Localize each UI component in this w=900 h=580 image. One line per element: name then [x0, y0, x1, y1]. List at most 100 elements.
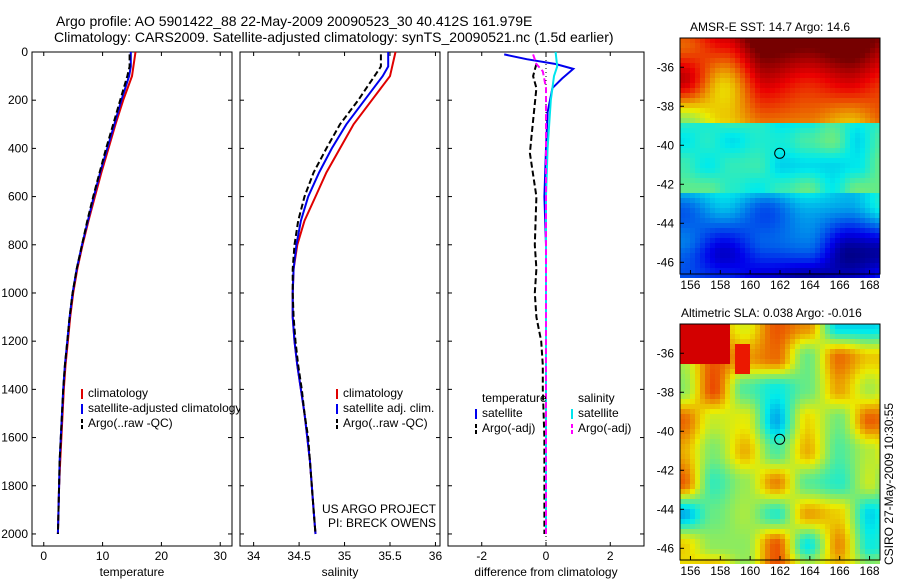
sla_map-cell — [820, 409, 825, 414]
sst_map-cell — [800, 163, 805, 168]
sst_map-cell — [865, 198, 870, 203]
sla_map-cell — [700, 424, 705, 429]
sst_map-cell — [695, 268, 700, 273]
sst_map-cell — [805, 248, 810, 253]
sst_map-cell — [735, 63, 740, 68]
sst_map-cell — [845, 163, 850, 168]
sst_map-cell — [715, 63, 720, 68]
sst_map-cell — [745, 48, 750, 53]
sst_map-cell — [730, 208, 735, 213]
sst_map-cell — [780, 128, 785, 133]
sla_map-argo-marker — [774, 433, 786, 445]
sst_map-cell — [750, 68, 755, 73]
sla_map-cell — [835, 384, 840, 389]
sla_map-cell — [855, 514, 860, 519]
sla_map-cell — [815, 419, 820, 424]
sst_map-cell — [695, 203, 700, 208]
sla_map-cell — [680, 539, 685, 544]
sla_map-cell — [805, 509, 810, 514]
sst_map-cell — [760, 98, 765, 103]
sla_map-cell — [710, 334, 715, 339]
sst_map-cell — [680, 98, 685, 103]
sla_map-cell — [755, 414, 760, 419]
sla_map-xtick-label: 158 — [710, 564, 730, 578]
sst_map-cell — [825, 63, 830, 68]
sla_map-cell — [735, 524, 740, 529]
sla_map-cell — [745, 524, 750, 529]
sla_map-cell — [720, 469, 725, 474]
sst_map-cell — [785, 63, 790, 68]
sst_map-cell — [790, 68, 795, 73]
sla_map-cell — [835, 339, 840, 344]
sst_map-cell — [745, 158, 750, 163]
sla_map-cell — [775, 374, 780, 379]
sla_map-cell — [770, 404, 775, 409]
sst_map-cell — [860, 38, 865, 43]
sst_map-cell — [760, 168, 765, 173]
sst_map-cell — [755, 158, 760, 163]
sla_map-cell — [720, 414, 725, 419]
sla_map-cell — [760, 349, 765, 354]
sla_map-cell — [805, 494, 810, 499]
sst_map-cell — [790, 83, 795, 88]
sla_map-cell — [730, 474, 735, 479]
sst_map-cell — [795, 223, 800, 228]
sla_map-cell — [745, 429, 750, 434]
sst_map-cell — [715, 123, 720, 128]
sst_map-cell — [860, 128, 865, 133]
sst_map-cell — [840, 168, 845, 173]
sla_map-cell — [860, 489, 865, 494]
sla_map-cell — [755, 549, 760, 554]
sst_map-cell — [820, 268, 825, 273]
sst_map-cell — [875, 268, 880, 273]
sla_map-cell — [695, 364, 700, 369]
sla_map-cell — [760, 519, 765, 524]
sst_map-cell — [750, 88, 755, 93]
sst_map-cell — [845, 233, 850, 238]
sst_map-cell — [730, 248, 735, 253]
sst_map-cell — [830, 228, 835, 233]
sla_map-cell — [720, 559, 725, 564]
sla_map-cell — [680, 359, 685, 364]
sst_map-cell — [710, 73, 715, 78]
sst_map-cell — [780, 168, 785, 173]
sla_map-cell — [785, 554, 790, 559]
sla_map-cell — [750, 349, 755, 354]
sst_map-cell — [740, 88, 745, 93]
sst_map-cell — [735, 68, 740, 73]
sla_map-cell — [780, 429, 785, 434]
sst_map-cell — [730, 158, 735, 163]
sst_map-cell — [845, 168, 850, 173]
sla_map-cell — [810, 494, 815, 499]
sla_map-cell — [735, 474, 740, 479]
sla_map-cell — [850, 494, 855, 499]
sst_map-cell — [755, 208, 760, 213]
sst_map-cell — [800, 203, 805, 208]
sla_map-cell — [850, 479, 855, 484]
sla_map-cell — [740, 514, 745, 519]
sst_map-cell — [685, 58, 690, 63]
sla_map-cell — [790, 509, 795, 514]
sla_map-cell — [750, 439, 755, 444]
sst_map-cell — [810, 143, 815, 148]
sla_map-cell — [845, 514, 850, 519]
sst_map-cell — [680, 73, 685, 78]
sla_map-cell — [780, 544, 785, 549]
sla_map-cell — [715, 449, 720, 454]
sst_map-cell — [760, 218, 765, 223]
sst_map-cell — [860, 143, 865, 148]
sst_map-cell — [745, 73, 750, 78]
sla_map-cell — [750, 339, 755, 344]
sla_map-cell — [865, 504, 870, 509]
sst_map-cell — [780, 63, 785, 68]
sst_map-cell — [870, 198, 875, 203]
sst_map-cell — [690, 273, 695, 278]
sst_map-cell — [760, 248, 765, 253]
sla_map-cell — [780, 384, 785, 389]
sst_map-cell — [715, 58, 720, 63]
sst_map-cell — [770, 168, 775, 173]
sst_map-cell — [875, 253, 880, 258]
sla_map-cell — [845, 344, 850, 349]
sla_map-ytick-label: -46 — [657, 541, 675, 555]
sla_map-cell — [860, 444, 865, 449]
